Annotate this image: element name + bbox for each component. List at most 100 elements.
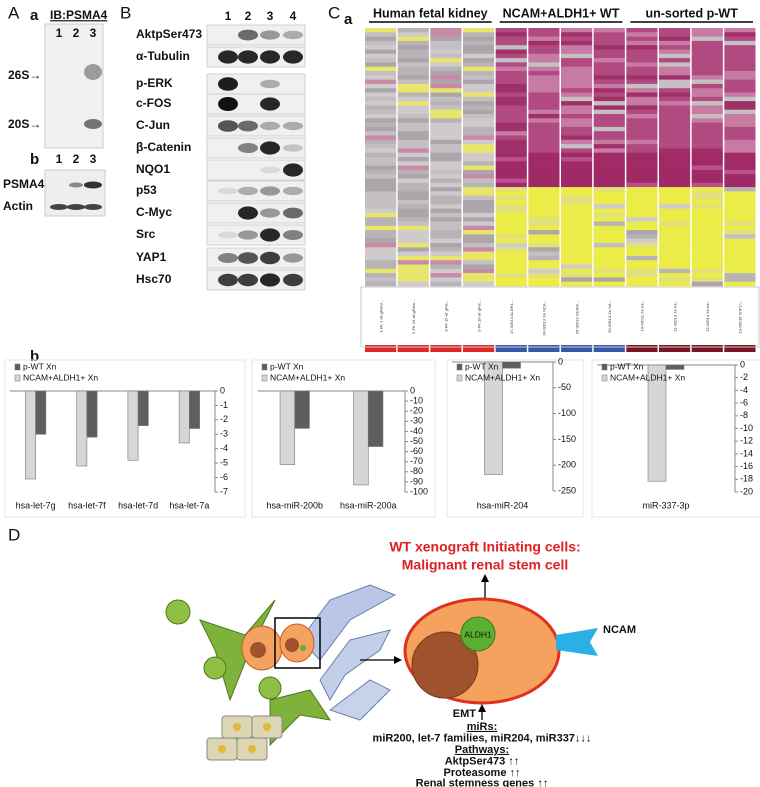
heatmap-cell: [463, 165, 495, 171]
heatmap-cell: [593, 144, 625, 149]
heatmap-cell: [430, 88, 462, 93]
row-label: PSMA4: [3, 177, 45, 191]
legend-label: NCAM+ALDH1+ Xn: [23, 372, 98, 382]
section-title: Pathways:: [455, 744, 509, 756]
heatmap-cell: [463, 195, 495, 201]
x-tick-label: hsa-let-7f: [68, 500, 106, 510]
heatmap-cell: [691, 105, 723, 110]
heatmap-cell: [495, 200, 527, 205]
group-color: [626, 345, 658, 352]
heatmap-cell: [561, 88, 593, 93]
heatmap-cell: [724, 36, 756, 42]
arrowhead: [481, 574, 489, 582]
y-tick-label: -200: [558, 460, 576, 470]
heatmap-cell: [561, 281, 593, 287]
heatmap-cell: [397, 221, 429, 227]
heatmap-cell: [430, 212, 462, 218]
heatmap-cell: [365, 53, 397, 59]
heatmap-cell: [593, 204, 625, 209]
heatmap-cell: [528, 247, 560, 252]
heatmap-cell: [495, 122, 527, 128]
heatmap-cell: [659, 255, 691, 261]
heatmap-cell: [430, 40, 462, 46]
heatmap-cell: [561, 157, 593, 162]
group-color: [463, 345, 495, 352]
heatmap-cell: [593, 36, 625, 42]
heatmap-cell: [495, 251, 527, 257]
band: [218, 253, 238, 263]
heatmap-cell: [691, 191, 723, 196]
heatmap-cell: [365, 88, 397, 93]
chart-frame: [251, 359, 436, 518]
heatmap-cell: [397, 32, 429, 37]
band: [260, 30, 280, 40]
heatmap-cell: [397, 62, 429, 67]
heatmap-cell: [561, 234, 593, 239]
heatmap-cell: [561, 53, 593, 59]
heatmap-cell: [365, 122, 397, 128]
heatmap-cell: [659, 212, 691, 218]
heatmap-cell: [691, 122, 723, 128]
band: [238, 50, 258, 64]
heatmap-cell: [561, 152, 593, 158]
heatmap-cell: [593, 157, 625, 162]
heatmap-cell: [593, 260, 625, 265]
lane-label: 2: [73, 152, 80, 166]
heatmap-cell: [365, 247, 397, 252]
heatmap-cell: [561, 174, 593, 179]
legend-swatch: [456, 363, 463, 371]
marker-label: ALDH1: [464, 629, 492, 639]
heatmap-cell: [430, 200, 462, 205]
ncam-receptor: [556, 628, 598, 656]
heatmap-cell: [430, 161, 462, 166]
y-tick-label: -14: [740, 448, 753, 458]
heatmap-cell: [397, 88, 429, 93]
sample-label: 1-FK 1 wt gFetal...: [378, 300, 383, 333]
heatmap-cell: [724, 66, 756, 72]
heatmap-cell: [365, 36, 397, 42]
heatmap-cell: [528, 195, 560, 201]
heatmap-cell: [463, 96, 495, 102]
legend-label: p-WT Xn: [23, 361, 57, 371]
heatmap-cell: [626, 251, 658, 257]
heatmap-cell: [659, 131, 691, 136]
heatmap-cell: [463, 62, 495, 67]
heatmap-cell: [561, 135, 593, 141]
marker-label: 26S→: [8, 68, 41, 82]
lane-label: 2: [245, 9, 252, 23]
heatmap-cell: [495, 71, 527, 76]
heatmap-cell: [397, 247, 429, 252]
heatmap-cell: [724, 71, 756, 76]
heatmap-cell: [365, 131, 397, 136]
heatmap-cell: [691, 157, 723, 162]
bar: [137, 390, 149, 426]
heatmap-cell: [691, 109, 723, 115]
heatmap-cell: [528, 234, 560, 239]
heatmap-cell: [365, 45, 397, 50]
heatmap-cell: [463, 75, 495, 80]
heatmap-cell: [495, 273, 527, 278]
band: [238, 186, 258, 196]
band: [260, 186, 280, 196]
heatmap-cell: [365, 217, 397, 222]
band: [283, 207, 303, 219]
heatmap-cell: [724, 79, 756, 85]
heatmap-cell: [593, 234, 625, 239]
heatmap-cell: [593, 131, 625, 136]
heatmap-cell: [561, 273, 593, 278]
heatmap-cell: [659, 157, 691, 162]
heatmap-cell: [528, 75, 560, 80]
y-tick-label: -100: [558, 408, 576, 418]
heatmap-cell: [365, 264, 397, 270]
band: [238, 230, 258, 240]
heatmap-cell: [561, 62, 593, 67]
heatmap-cell: [365, 96, 397, 102]
heatmap-cell: [495, 105, 527, 110]
heatmap-cell: [691, 204, 723, 209]
heatmap-cell: [463, 230, 495, 235]
blot-panel: 1 2 3 4 AktpSer473 α-Tubulin p-ERK c-FOS C-Jun β-…: [136, 9, 306, 291]
heatmap-cell: [397, 200, 429, 205]
heatmap-cell: [397, 195, 429, 201]
heatmap-cell: [626, 225, 658, 231]
heatmap-cell: [365, 273, 397, 278]
